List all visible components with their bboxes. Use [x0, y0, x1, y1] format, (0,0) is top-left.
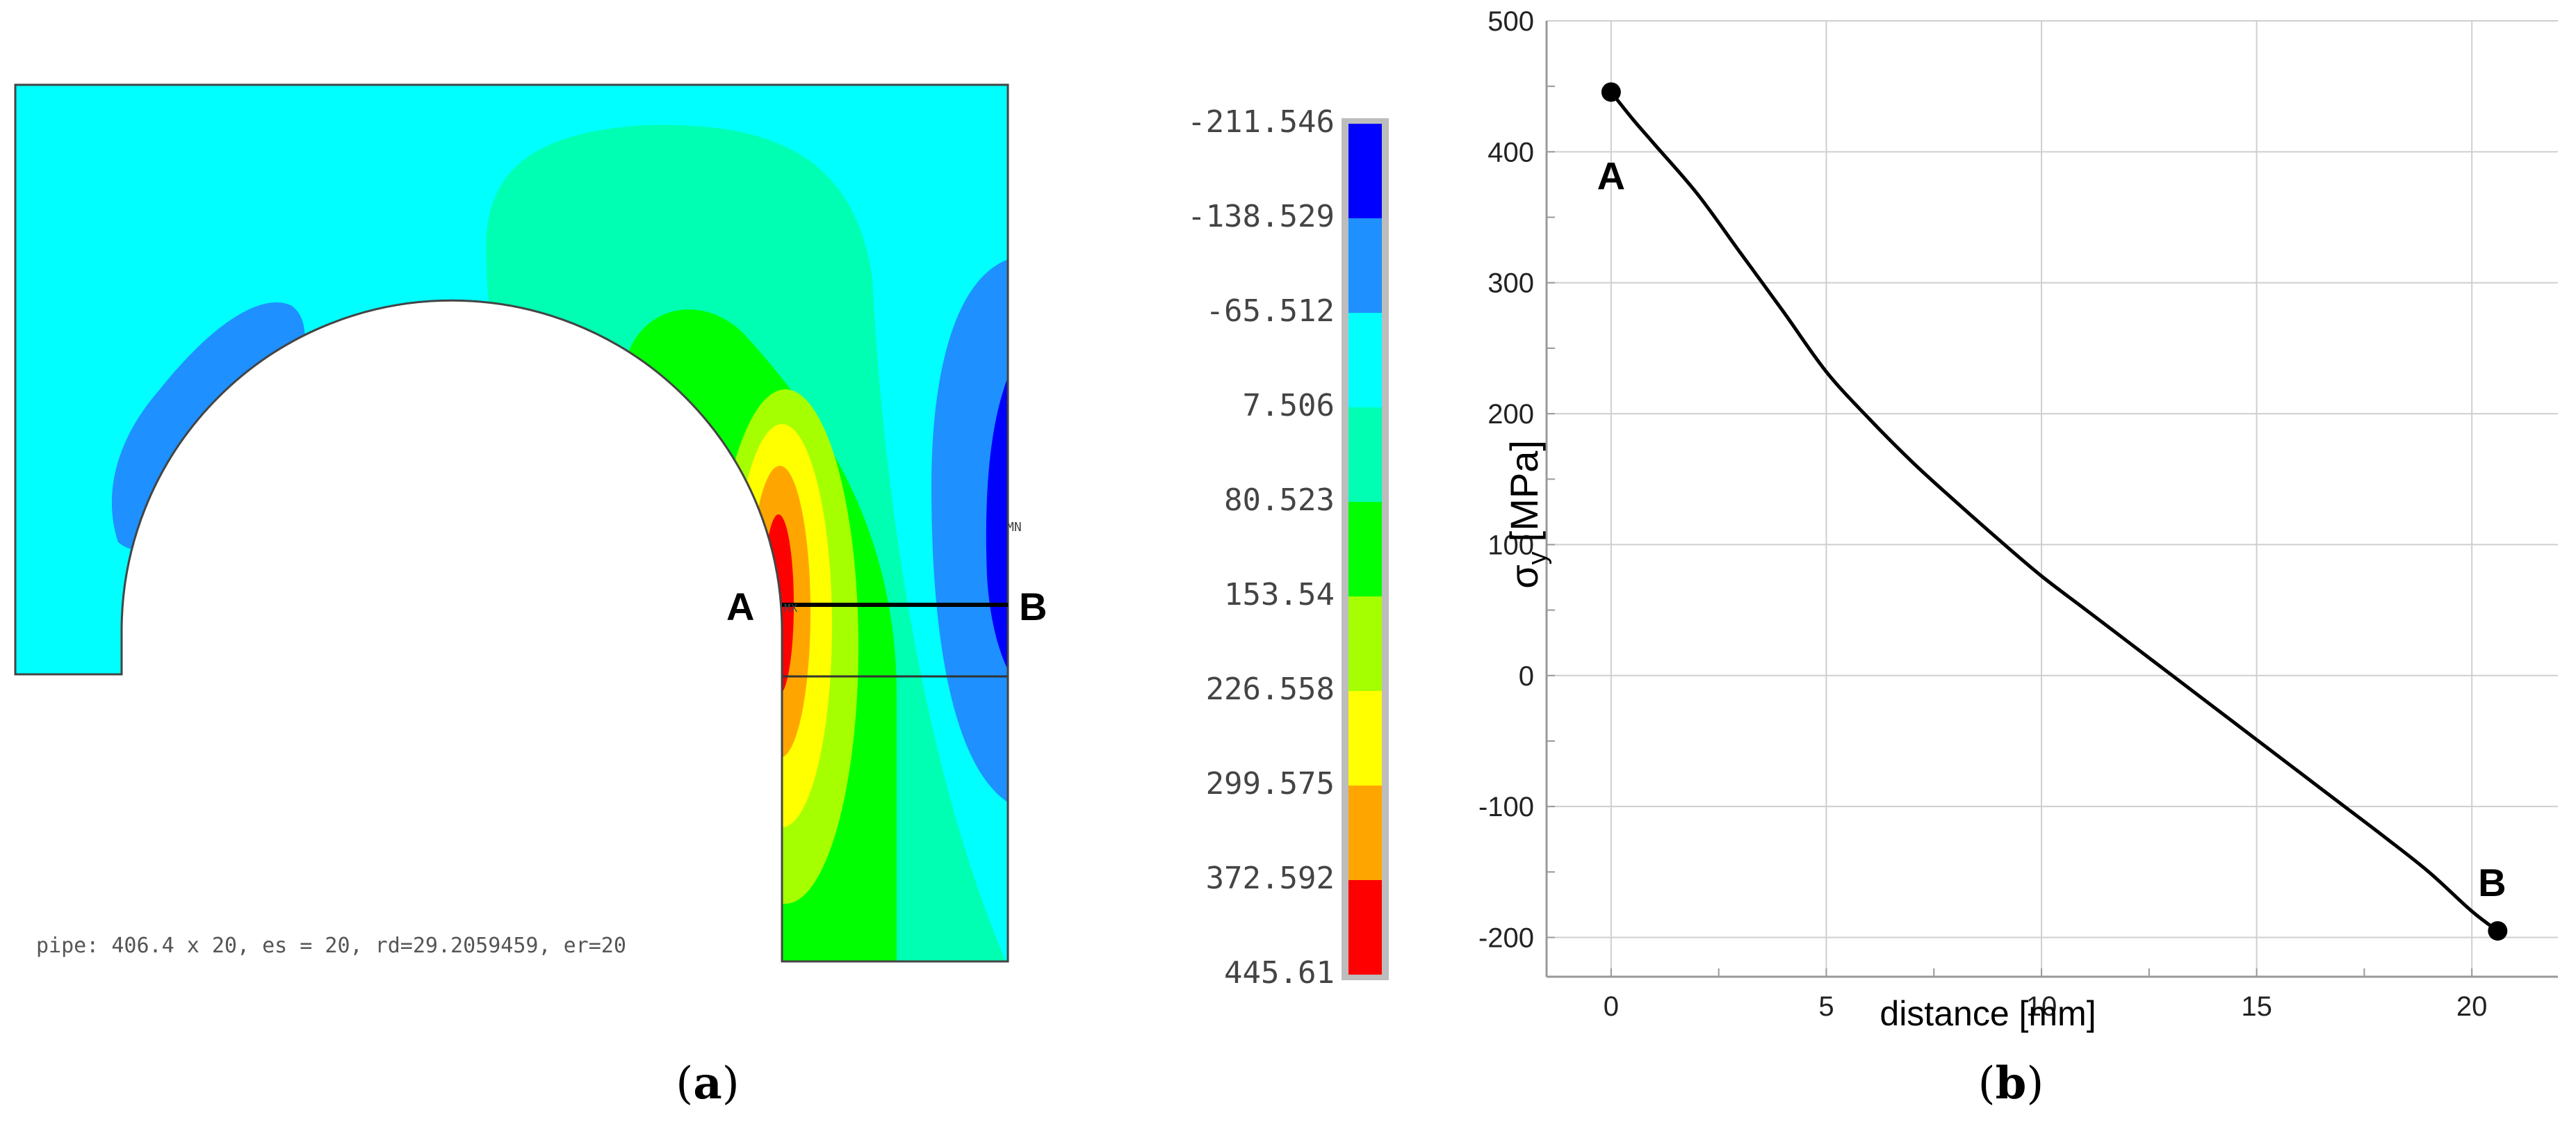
y-axis-label-symbol: σ: [1502, 564, 1546, 589]
y-tick-label: 200: [1487, 399, 1534, 430]
colorbar-label: 299.575: [1206, 766, 1335, 802]
caption-a: (a): [676, 1057, 739, 1109]
x-axis-label: distance [mm]: [1880, 994, 2096, 1033]
point-a-label: A: [726, 585, 754, 628]
chart-point-marks: AB: [1597, 82, 2508, 941]
colorbar-segment: [1348, 596, 1382, 691]
colorbar-segment: [1348, 124, 1382, 218]
point-b-annotation: B: [2478, 861, 2506, 904]
colorbar-label: -65.512: [1206, 293, 1335, 329]
node-mx-label: MX: [784, 601, 798, 615]
caption-b-letter: b: [1996, 1057, 2027, 1109]
field-blue-right: [931, 257, 1008, 806]
x-tick-label: 0: [1604, 991, 1619, 1022]
caption-b: (b): [1978, 1057, 2044, 1109]
colorbar-label: 153.54: [1224, 577, 1335, 612]
colorbar-label: 226.558: [1206, 672, 1335, 707]
y-tick-label: -100: [1478, 792, 1534, 822]
colorbar-label: -138.529: [1187, 199, 1335, 234]
node-mn-label: MN: [1006, 520, 1022, 535]
x-tick-label: 5: [1818, 991, 1834, 1022]
x-tick-label: 10: [2026, 991, 2057, 1022]
chart-tick-labels: 0 5 10 15 20 -200 -100 0 100 200 300 400 500: [1478, 6, 2487, 1022]
x-tick-label: 20: [2456, 991, 2488, 1022]
field-darkblue-left: [174, 431, 233, 521]
y-tick-label: 0: [1519, 661, 1534, 692]
colorbar-label: 7.506: [1243, 388, 1335, 423]
y-tick-label: 100: [1487, 530, 1534, 560]
point-a-marker: [1601, 82, 1621, 102]
colorbar-segment: [1348, 218, 1382, 313]
contour-plot: MX MN A B pipe: 406.4 x 20, es = 20, rd=…: [14, 83, 1047, 963]
colorbar-legend: -211.546 -138.529 -65.512 7.506 80.523 153.54…: [1187, 104, 1389, 991]
colorbar-segment: [1348, 786, 1382, 880]
plate-outline: [14, 83, 1009, 963]
y-axis-label-unit: [MPa]: [1502, 440, 1546, 542]
caption-a-letter: a: [693, 1057, 722, 1109]
colorbar-segment: [1348, 691, 1382, 786]
colorbar-segment: [1348, 407, 1382, 502]
colorbar-label: 445.61: [1224, 955, 1335, 991]
point-b-label: B: [1019, 585, 1047, 628]
contour-fields: [15, 85, 1008, 961]
colorbar-segment: [1348, 880, 1382, 975]
chart-grid: [1547, 20, 2558, 977]
colorbar-label: -211.546: [1187, 104, 1335, 140]
series-line: [1609, 90, 2499, 933]
colorbar-label: 372.592: [1206, 861, 1335, 896]
colorbar-label: 80.523: [1224, 482, 1335, 518]
colorbar-segment: [1348, 313, 1382, 407]
x-tick-label: 15: [2241, 991, 2272, 1022]
y-axis-label-subscript: y: [1523, 551, 1552, 564]
y-tick-label: 300: [1487, 268, 1534, 299]
y-tick-label: 400: [1487, 137, 1534, 168]
pipe-info-footer: pipe: 406.4 x 20, es = 20, rd=29.2059459…: [36, 934, 626, 958]
colorbar-segment: [1348, 502, 1382, 596]
y-axis-label: σy [MPa]: [1502, 440, 1552, 589]
point-a-annotation: A: [1597, 154, 1625, 197]
point-b-marker: [2488, 921, 2508, 941]
y-tick-label: 500: [1487, 6, 1534, 37]
y-tick-label: -200: [1478, 922, 1534, 953]
chart-axes: [1545, 21, 2558, 978]
